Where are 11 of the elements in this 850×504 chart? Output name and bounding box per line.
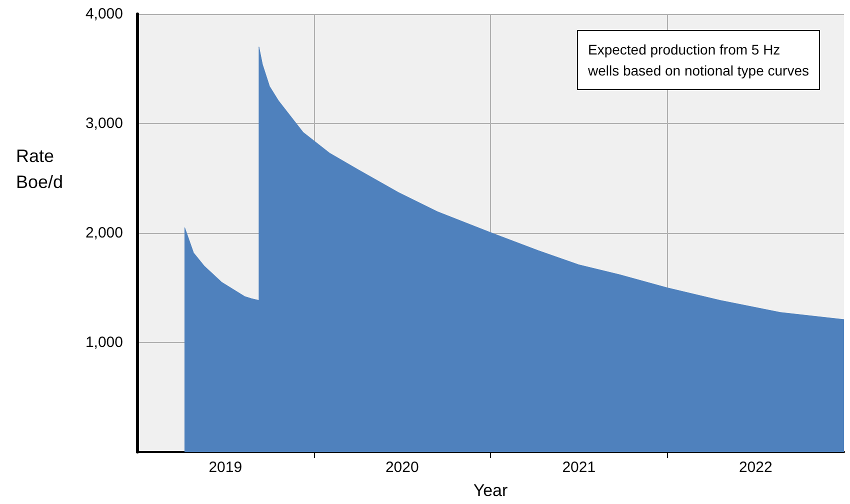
annotation: Expected production from 5 Hz wells based on notional type curves (586, 42, 810, 78)
x-axis-title: Year (473, 481, 508, 500)
y-tick-label: 1,000 (85, 334, 123, 351)
x-tick-label: 2020 (385, 459, 419, 476)
x-tick-label: 2021 (562, 459, 596, 476)
x-tick-label: 2022 (738, 459, 772, 476)
x-tick-label: 2019 (208, 459, 242, 476)
y-tick-label: 3,000 (85, 115, 123, 132)
y-axis-title: Rate Boe/d (16, 146, 64, 192)
y-tick-label: 2,000 (85, 224, 123, 242)
y-tick-label: 4,000 (85, 6, 123, 22)
